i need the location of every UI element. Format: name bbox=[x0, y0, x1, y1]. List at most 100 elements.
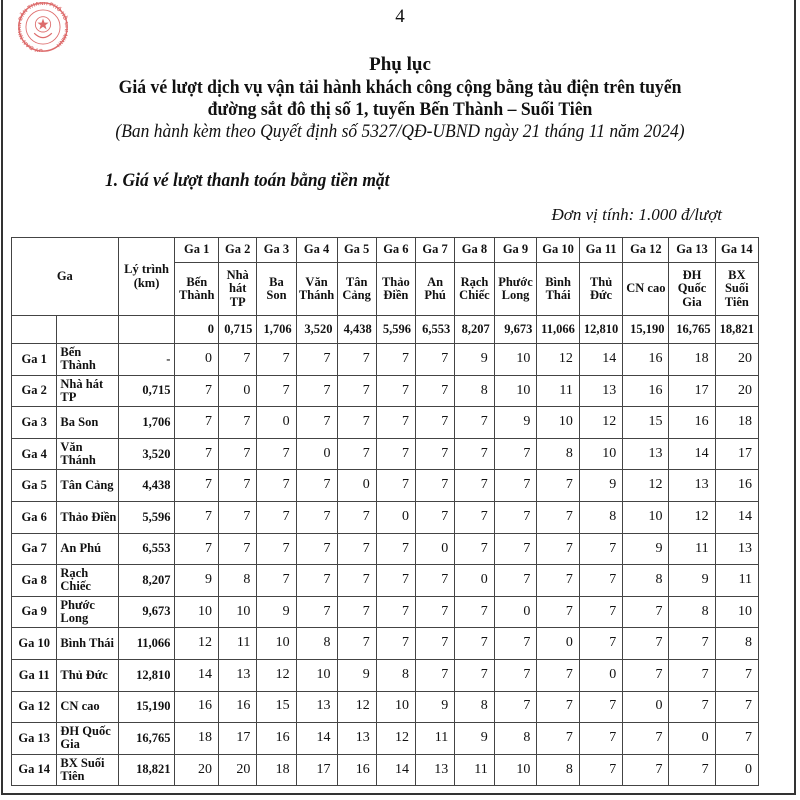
table-row: Ga 10 Bình Thái 11,066 12 11 10 8 7 7 7 7 7 0 7 7 7 8 bbox=[10, 627, 800, 660]
fare-cell: 7 bbox=[336, 595, 377, 629]
empty-cell bbox=[56, 315, 119, 344]
header-distance: Lý trình (km) bbox=[117, 237, 176, 316]
decision-reference: (Ban hành kèm theo Quyết định số 5327/QĐ… bbox=[115, 121, 685, 142]
header-station-name: Phước Long bbox=[493, 262, 538, 316]
fare-cell: 7 bbox=[414, 564, 456, 597]
fare-cell: 9 bbox=[622, 532, 670, 566]
fare-cell: 7 bbox=[256, 469, 297, 502]
row-distance: 4,438 bbox=[117, 469, 176, 502]
header-station-id: Ga 10 bbox=[536, 237, 580, 263]
row-station-id: Ga 14 bbox=[10, 753, 58, 787]
fare-cell: 7 bbox=[336, 532, 377, 566]
row-station-name: CN cao bbox=[56, 690, 119, 724]
fare-cell: 7 bbox=[578, 627, 624, 660]
row-station-name: Bình Thái bbox=[56, 627, 119, 660]
row-distance: 15,190 bbox=[117, 690, 176, 724]
header-station-id: Ga 1 bbox=[174, 237, 220, 263]
header-station-km: 16,765 bbox=[668, 315, 716, 344]
header-station-km: 18,821 bbox=[714, 315, 760, 344]
fare-cell: 8 bbox=[218, 564, 258, 597]
fare-cell: 10 bbox=[256, 627, 297, 660]
fare-cell: 7 bbox=[414, 595, 456, 629]
fare-cell: 8 bbox=[454, 690, 495, 724]
fare-cell: 20 bbox=[714, 343, 760, 376]
fare-cell: 7 bbox=[295, 564, 338, 597]
fare-cell: 10 bbox=[536, 406, 580, 439]
fare-cell: 10 bbox=[218, 595, 258, 629]
fare-cell: 7 bbox=[336, 627, 377, 660]
fare-cell: 9 bbox=[668, 564, 716, 597]
header-station-km: 6,553 bbox=[414, 315, 456, 344]
fare-cell: 7 bbox=[414, 437, 456, 471]
fare-cell: 9 bbox=[454, 722, 495, 755]
fare-cell: 16 bbox=[668, 406, 716, 439]
row-distance: 8,207 bbox=[117, 564, 176, 597]
fare-cell: 7 bbox=[256, 564, 297, 597]
fare-cell: 20 bbox=[714, 374, 760, 408]
fare-cell: 0 bbox=[414, 532, 456, 566]
fare-cell: 7 bbox=[536, 500, 580, 534]
header-station-id: Ga 7 bbox=[414, 237, 456, 263]
fare-cell: 7 bbox=[414, 469, 456, 502]
fare-cell: 7 bbox=[536, 658, 580, 692]
fare-cell: 7 bbox=[414, 343, 456, 376]
row-station-name: Rạch Chiếc bbox=[56, 564, 119, 597]
fare-cell: 7 bbox=[218, 532, 258, 566]
table-row: Ga 7 An Phú 6,553 7 7 7 7 7 7 0 7 7 7 7 9 11 13 bbox=[10, 532, 800, 566]
fare-cell: 7 bbox=[536, 690, 580, 724]
header-station-name: ĐH Quốc Gia bbox=[668, 262, 716, 316]
row-distance: - bbox=[117, 343, 176, 376]
fare-cell: 7 bbox=[218, 406, 258, 439]
fare-cell: 7 bbox=[454, 627, 495, 660]
fare-cell: 7 bbox=[295, 595, 338, 629]
header-station-km: 8,207 bbox=[454, 315, 495, 344]
fare-cell: 7 bbox=[578, 564, 624, 597]
fare-cell: 0 bbox=[668, 722, 716, 755]
fare-cell: 9 bbox=[174, 564, 220, 597]
header-station-id: Ga 4 bbox=[295, 237, 338, 263]
empty-cell bbox=[117, 315, 176, 344]
fare-cell: 7 bbox=[622, 658, 670, 692]
header-station-km: 11,066 bbox=[536, 315, 580, 344]
row-station-name: Thảo Điền bbox=[56, 500, 119, 534]
fare-cell: 0 bbox=[536, 627, 580, 660]
fare-cell: 17 bbox=[668, 374, 716, 408]
fare-cell: 16 bbox=[622, 343, 670, 376]
fare-cell: 9 bbox=[493, 406, 538, 439]
fare-cell: 12 bbox=[174, 627, 220, 660]
fare-cell: 7 bbox=[218, 343, 258, 376]
fare-cell: 0 bbox=[622, 690, 670, 724]
fare-cell: 9 bbox=[414, 690, 456, 724]
fare-cell: 20 bbox=[218, 753, 258, 787]
fare-cell: 12 bbox=[256, 658, 297, 692]
row-distance: 9,673 bbox=[117, 595, 176, 629]
fare-cell: 12 bbox=[536, 343, 580, 376]
appendix-subtitle-line2: đường sắt đô thị số 1, tuyến Bến Thành –… bbox=[207, 99, 593, 120]
row-distance: 18,821 bbox=[117, 753, 176, 787]
row-distance: 12,810 bbox=[117, 658, 176, 692]
fare-cell: 7 bbox=[622, 753, 670, 787]
fare-cell: 0 bbox=[256, 406, 297, 439]
row-distance: 16,765 bbox=[117, 722, 176, 755]
fare-cell: 8 bbox=[454, 374, 495, 408]
fare-cell: 7 bbox=[256, 374, 297, 408]
fare-cell: 7 bbox=[536, 532, 580, 566]
fare-cell: 0 bbox=[174, 343, 220, 376]
header-station-name: Tân Cảng bbox=[336, 262, 377, 316]
fare-cell: 7 bbox=[454, 658, 495, 692]
fare-cell: 0 bbox=[375, 500, 416, 534]
fare-cell: 10 bbox=[578, 437, 624, 471]
fare-cell: 7 bbox=[218, 437, 258, 471]
row-station-id: Ga 2 bbox=[10, 374, 58, 408]
fare-cell: 9 bbox=[256, 595, 297, 629]
fare-cell: 7 bbox=[174, 374, 220, 408]
fare-cell: 8 bbox=[622, 564, 670, 597]
fare-cell: 13 bbox=[622, 437, 670, 471]
row-station-name: Văn Thánh bbox=[56, 437, 119, 471]
table-row: Ga 5 Tân Cảng 4,438 7 7 7 7 0 7 7 7 7 7 9 12 13 16 bbox=[10, 469, 800, 502]
fare-cell: 12 bbox=[375, 722, 416, 755]
fare-cell: 7 bbox=[536, 564, 580, 597]
fare-cell: 7 bbox=[375, 469, 416, 502]
fare-cell: 7 bbox=[714, 722, 760, 755]
